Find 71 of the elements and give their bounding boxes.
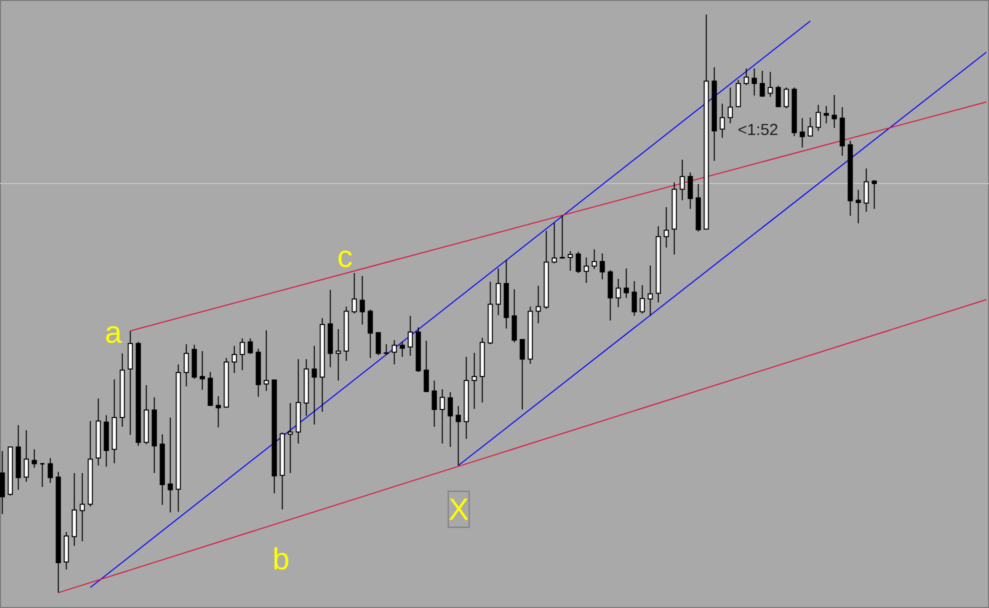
annotation: c xyxy=(338,250,352,268)
annotation: a xyxy=(106,326,122,343)
candlestick xyxy=(472,352,477,410)
candlestick xyxy=(616,278,621,308)
candlestick xyxy=(736,79,741,108)
candlestick xyxy=(776,85,781,108)
candlestick xyxy=(424,340,429,393)
candlestick xyxy=(32,448,37,468)
candlestick xyxy=(592,248,597,270)
candlestick xyxy=(784,87,789,109)
candlestick xyxy=(408,315,413,356)
candlestick xyxy=(384,344,389,356)
candlestick xyxy=(816,104,821,132)
candlestick xyxy=(768,71,773,98)
candlestick xyxy=(376,332,381,356)
candlestick xyxy=(352,272,357,314)
candlestick xyxy=(560,214,565,260)
candlestick xyxy=(40,462,46,488)
candlestick xyxy=(312,345,317,425)
candlestick xyxy=(640,284,645,314)
candlestick xyxy=(360,275,365,325)
candlestick xyxy=(864,168,869,212)
candlestick xyxy=(600,252,605,280)
candlestick xyxy=(552,222,557,264)
candlestick xyxy=(536,285,541,324)
candlestick xyxy=(760,70,765,98)
candlestick xyxy=(664,206,669,248)
candlestick xyxy=(48,458,53,484)
candlestick xyxy=(240,338,245,371)
candlestick xyxy=(216,396,221,428)
candlestick xyxy=(456,405,461,466)
candlestick xyxy=(744,68,749,86)
annotation: b xyxy=(274,547,288,570)
candlestick xyxy=(392,340,397,365)
candlestick xyxy=(752,68,757,96)
candlestick xyxy=(288,402,293,474)
candlestick xyxy=(80,472,85,542)
candlestick xyxy=(336,328,341,382)
candlestick xyxy=(856,189,861,224)
candlestick xyxy=(440,388,445,444)
candlestick xyxy=(808,117,813,138)
candlestick xyxy=(232,345,237,374)
candlestick xyxy=(568,250,573,272)
candlestick xyxy=(520,339,525,410)
candlestick xyxy=(448,392,453,448)
candlestick xyxy=(688,172,693,210)
candlestick xyxy=(680,159,685,201)
candlestick xyxy=(400,341,405,358)
candlestick xyxy=(872,179,877,210)
annotation: <1:52 xyxy=(738,124,778,136)
candlestick xyxy=(184,344,189,387)
candlestick xyxy=(24,430,29,482)
candlestick xyxy=(632,280,637,316)
candlestick xyxy=(720,103,725,138)
candlestick xyxy=(824,106,829,124)
candlestick xyxy=(624,268,629,298)
candlestick xyxy=(496,268,501,316)
annotation: X xyxy=(449,498,468,520)
candlestick xyxy=(248,338,253,354)
candlestick xyxy=(264,330,269,392)
candlestick xyxy=(832,94,837,128)
candlestick xyxy=(200,350,205,390)
candlestick xyxy=(368,308,373,359)
candlestick xyxy=(648,265,653,316)
candlestick xyxy=(432,380,437,428)
candlestick xyxy=(576,251,581,274)
candlestick xyxy=(0,450,5,515)
candlestick xyxy=(728,87,733,124)
candlestick xyxy=(800,118,805,148)
candlestick xyxy=(584,256,589,284)
candlestick xyxy=(168,417,173,513)
